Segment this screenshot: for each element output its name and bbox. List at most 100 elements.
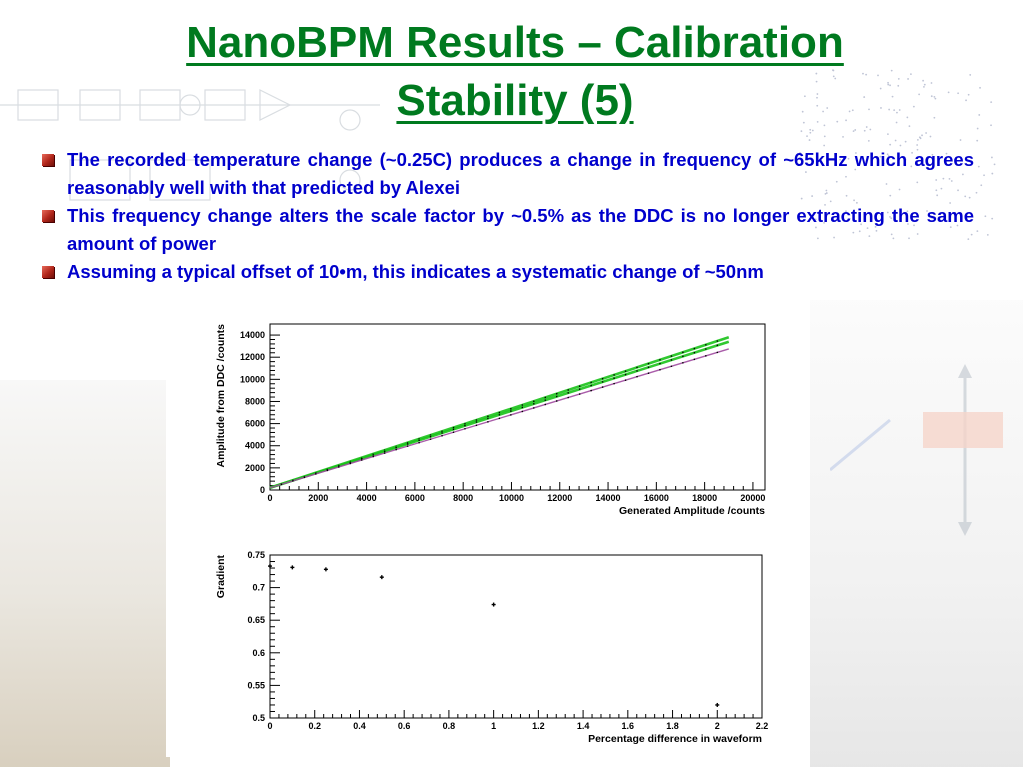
series-point (383, 450, 386, 453)
background-dot (845, 194, 848, 197)
background-dot (832, 69, 835, 72)
bullet-text: This frequency change alters the scale f… (67, 205, 974, 254)
series-point (682, 361, 684, 364)
background-dot (811, 129, 814, 132)
series-point (532, 400, 535, 403)
series-point (532, 407, 535, 409)
series-point (338, 466, 340, 468)
background-dot (805, 171, 807, 173)
data-point (491, 602, 496, 607)
series-point (716, 340, 719, 342)
background-dot (880, 107, 882, 109)
background-dot (863, 129, 866, 132)
x-tick-label: 20000 (740, 493, 765, 503)
background-dot (936, 194, 939, 197)
background-dot (806, 135, 808, 138)
background-dot (969, 74, 972, 76)
data-point (715, 702, 720, 707)
background-dot (993, 163, 996, 166)
background-dot (846, 219, 849, 222)
background-dot (942, 177, 945, 180)
background-dot (922, 79, 925, 82)
background-dot (803, 95, 806, 98)
background-dot (834, 77, 837, 80)
series-point (659, 368, 661, 371)
series-point (395, 446, 397, 449)
background-dot (964, 195, 967, 198)
background-dot (933, 95, 936, 98)
series-point (693, 351, 696, 354)
background-dot (967, 238, 970, 241)
background-dot (825, 192, 828, 194)
background-dot (892, 237, 895, 240)
background-dot (965, 99, 967, 102)
background-dot (847, 157, 850, 160)
background-dot (863, 96, 866, 98)
x-tick-label: 6000 (405, 493, 425, 503)
series-point (429, 435, 432, 438)
chart-amplitude: 0 2000 4000 6000 8000 10000 12000 14000 16000 180… (215, 323, 766, 517)
x-tick-label: 1 (491, 721, 496, 731)
background-dot (919, 137, 922, 140)
background-schematic (0, 89, 380, 201)
background-photo-left (0, 380, 170, 767)
series-point (716, 344, 719, 347)
background-dot (908, 237, 910, 240)
background-dot (879, 155, 882, 158)
y-tick-label: 0.65 (247, 615, 265, 625)
series-point (464, 424, 466, 427)
background-dot (823, 135, 826, 138)
background-dot (980, 184, 983, 187)
background-dot (986, 233, 989, 236)
background-dot (918, 136, 921, 139)
background-dot (801, 110, 804, 113)
background-dot (990, 101, 993, 104)
chart-figure: 0 2000 4000 6000 8000 10000 12000 14000 16000 180… (166, 312, 810, 757)
data-point (379, 575, 384, 580)
background-dot (979, 86, 981, 89)
series-point (406, 445, 409, 447)
background-dot (886, 211, 889, 214)
background-dot (816, 120, 819, 123)
series-point (682, 351, 684, 354)
x-tick-label: 18000 (692, 493, 717, 503)
background-dot (826, 107, 829, 109)
background-dot (907, 78, 909, 80)
series-point (624, 370, 627, 372)
x-tick-label: 0.6 (398, 721, 411, 731)
series-point (418, 441, 420, 444)
background-dot (921, 134, 923, 137)
background-dot (957, 92, 960, 95)
series-point (441, 432, 443, 434)
background-dot (874, 225, 877, 228)
background-dot (824, 203, 826, 206)
series-point (567, 396, 570, 399)
background-dot (916, 144, 919, 146)
background-dot (898, 109, 901, 111)
background-dot (911, 151, 913, 154)
background-dot (824, 192, 827, 195)
series-point (590, 381, 592, 384)
background-dot (858, 230, 861, 233)
background-dot (816, 93, 819, 95)
x-tick-label: 4000 (357, 493, 377, 503)
background-dot (912, 105, 915, 108)
x-tick-label: 0.2 (308, 721, 321, 731)
series-point (372, 455, 375, 458)
bullet-item: Assuming a typical offset of 10•m, this … (42, 258, 974, 286)
background-dot (845, 175, 847, 178)
y-tick-label: 0 (260, 485, 265, 495)
y-tick-label: 2000 (245, 463, 265, 473)
y-tick-label: 0.6 (252, 648, 265, 658)
background-dot (887, 133, 889, 136)
background-dot (904, 140, 907, 143)
series-point (429, 438, 432, 440)
background-dot (866, 227, 869, 230)
series-point (659, 362, 661, 365)
background-dot (890, 233, 893, 236)
y-tick-label: 4000 (245, 441, 265, 451)
series-point (510, 414, 512, 416)
background-dot (845, 210, 847, 213)
plot-frame (269, 554, 763, 719)
background-dot (910, 165, 913, 168)
